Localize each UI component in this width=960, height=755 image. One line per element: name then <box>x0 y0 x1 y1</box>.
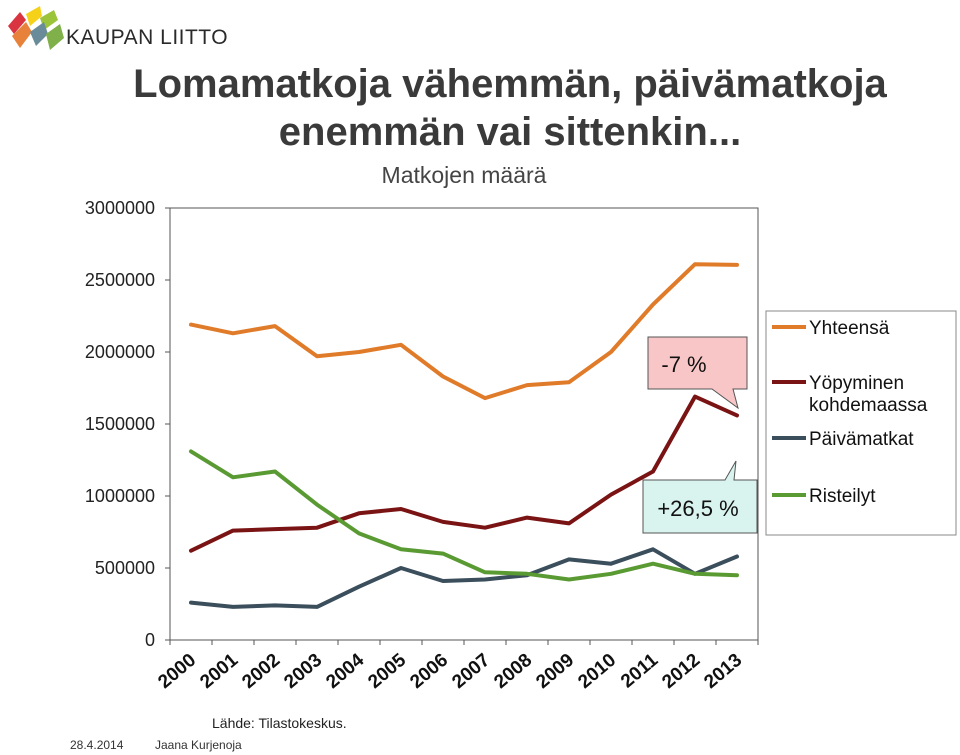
x-tick-label: 2007 <box>448 650 494 693</box>
callout-box-2 <box>642 460 758 534</box>
legend-label-line: kohdemaassa <box>809 395 928 416</box>
y-tick-label: 2500000 <box>85 270 155 290</box>
y-tick-label: 1000000 <box>85 486 155 506</box>
footer-date: 28.4.2014 <box>70 738 124 752</box>
x-tick-label: 2013 <box>700 650 746 693</box>
legend-label-4: Risteilyt <box>809 486 876 507</box>
x-tick-label: 2008 <box>490 650 536 693</box>
y-tick-label: 500000 <box>95 558 155 578</box>
y-tick-label: 0 <box>145 630 155 650</box>
callout-text-2: +26,5 % <box>657 496 738 521</box>
title-line-2: enemmän vai sittenkin... <box>278 110 742 154</box>
chart-title: Matkojen määrä <box>382 162 547 188</box>
x-tick-label: 2000 <box>154 650 200 693</box>
x-tick-label: 2011 <box>617 649 662 692</box>
y-tick-label: 2000000 <box>85 342 155 362</box>
legend-label-1: Yhteensä <box>809 318 890 339</box>
x-tick-label: 2002 <box>238 650 284 693</box>
callout-box-1 <box>647 336 748 410</box>
legend-box <box>765 310 957 536</box>
legend: Yhteensä Yöpyminen kohdemaassa Päivämatkat R… <box>765 310 957 536</box>
plot-area-border <box>169 207 759 641</box>
chart-axes: Matkojen määrä 0 500000 1000000 1500000 20000… <box>85 162 759 693</box>
title-line-1: Lomamatkoja vähemmän, päivämatkoja <box>133 62 887 106</box>
x-tick-label: 2006 <box>406 650 452 693</box>
x-tick-label: 2010 <box>574 650 620 693</box>
series-line-3 <box>189 547 739 609</box>
callout-text-1: -7 % <box>661 352 706 377</box>
legend-label-2: Yöpyminen kohdemaassa <box>809 373 928 416</box>
y-tick-label: 3000000 <box>85 198 155 218</box>
source-note: Lähde: Tilastokeskus. <box>212 715 347 731</box>
brand-name: KAUPAN LIITTO <box>66 26 229 49</box>
series-layer <box>189 262 739 609</box>
footer-author: Jaana Kurjenoja <box>155 738 242 752</box>
x-tick-label: 2005 <box>364 649 410 693</box>
legend-label-3: Päivämatkat <box>809 429 914 450</box>
series-line-2 <box>189 394 739 553</box>
y-tick-label: 1500000 <box>85 414 155 434</box>
x-tick-label: 2009 <box>532 650 578 693</box>
annotation-layer: -7 % +26,5 % <box>642 336 758 534</box>
series-line-4 <box>189 449 739 582</box>
x-tick-label: 2001 <box>196 649 242 693</box>
legend-label-line: Yöpyminen <box>809 373 904 394</box>
x-tick-label: 2012 <box>658 650 704 693</box>
series-line-1 <box>189 262 739 401</box>
x-tick-label: 2004 <box>322 649 368 693</box>
kaupan-liitto-logo-icon <box>8 6 64 50</box>
slide-title: Lomamatkoja vähemmän, päivämatkoja enemm… <box>60 60 960 156</box>
x-tick-label: 2003 <box>280 650 326 693</box>
